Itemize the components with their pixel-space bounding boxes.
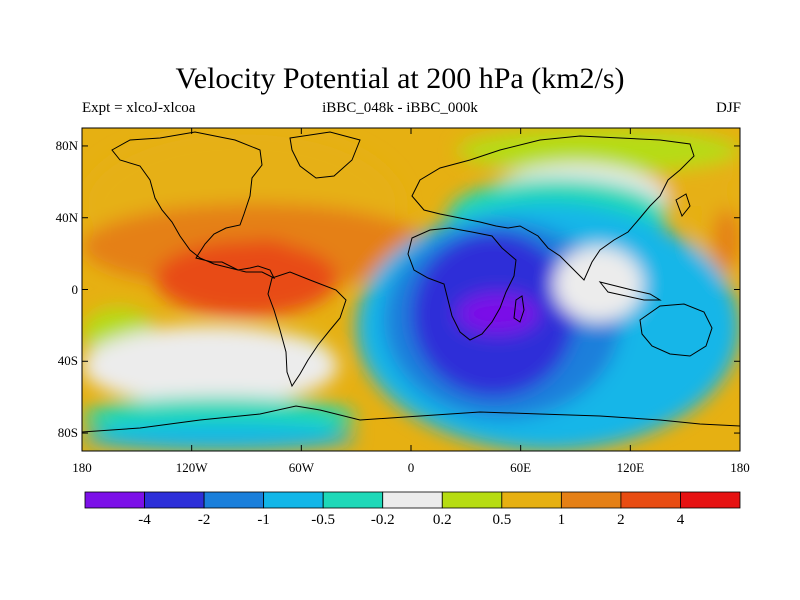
field-region: [456, 293, 539, 335]
colorbar-swatch: [322, 491, 384, 509]
x-tick-label: 120W: [175, 460, 208, 475]
colorbar-label: -4: [138, 512, 151, 528]
x-tick-label: 60W: [288, 460, 314, 475]
coast-japan: [675, 193, 691, 217]
field-region: [82, 325, 338, 407]
colorbar-label: -0.2: [370, 512, 395, 528]
colorbar-swatch: [680, 491, 741, 509]
coast-antarctica: [82, 405, 740, 433]
plot-area: [82, 128, 740, 451]
field-region: [456, 128, 740, 173]
y-tick-label: 80S: [57, 425, 78, 441]
coast-africa: [407, 227, 517, 341]
y-tick-label: 80N: [55, 137, 78, 153]
coast-south-america: [267, 271, 347, 388]
x-tick-label: 0: [407, 460, 415, 475]
colorbar-swatch: [441, 491, 503, 509]
colorbar-label: 0.2: [432, 512, 452, 528]
colorbar-label: 4: [676, 512, 685, 528]
colorbar-swatch: [203, 491, 265, 509]
colorbar-label: -2: [197, 512, 211, 528]
coastlines: [82, 131, 740, 433]
colorbar-swatch: [84, 491, 145, 509]
contour-field: [82, 128, 740, 451]
field-region: [553, 246, 644, 322]
colorbar-swatch: [501, 491, 562, 509]
coast-greenland: [289, 131, 361, 179]
colorbar-swatch: [263, 491, 324, 509]
center-subtitle: iBBC_048k - iBBC_000k: [322, 100, 478, 116]
right-subtitle: DJF: [715, 100, 741, 116]
x-tick-label: 180: [72, 460, 92, 475]
coast-madagascar: [513, 295, 525, 323]
colorbar-swatch: [560, 491, 622, 509]
colorbar: [84, 491, 741, 509]
field-region: [228, 239, 302, 285]
colorbar-label: 2: [617, 512, 625, 528]
field-region: [712, 208, 740, 272]
x-tick-label: 120E: [616, 460, 645, 475]
colorbar-swatch: [144, 491, 205, 509]
coast-eurasia: [411, 135, 695, 281]
coast-australia: [639, 303, 713, 357]
left-subtitle: Expt = xlcoJ-xlcoa: [82, 100, 196, 116]
coast-north-america: [111, 131, 276, 280]
colorbar-swatch: [620, 491, 681, 509]
colorbar-label: -1: [257, 512, 270, 528]
colorbar-label: 1: [557, 512, 566, 528]
field-region: [82, 424, 357, 451]
axis-ticks: [81, 128, 741, 451]
colorbar-swatch: [382, 491, 443, 509]
y-tick-label: 40N: [55, 209, 78, 225]
colorbar-label: -0.5: [311, 512, 336, 528]
x-tick-label: 180: [730, 460, 750, 475]
x-tick-label: 60E: [510, 460, 532, 475]
colorbar-label: 0.5: [492, 512, 512, 528]
map-title: Velocity Potential at 200 hPa (km2/s): [175, 62, 625, 95]
y-tick-label: 40S: [57, 353, 78, 369]
coast-indonesia: [598, 281, 662, 301]
y-tick-label: 0: [71, 281, 79, 297]
